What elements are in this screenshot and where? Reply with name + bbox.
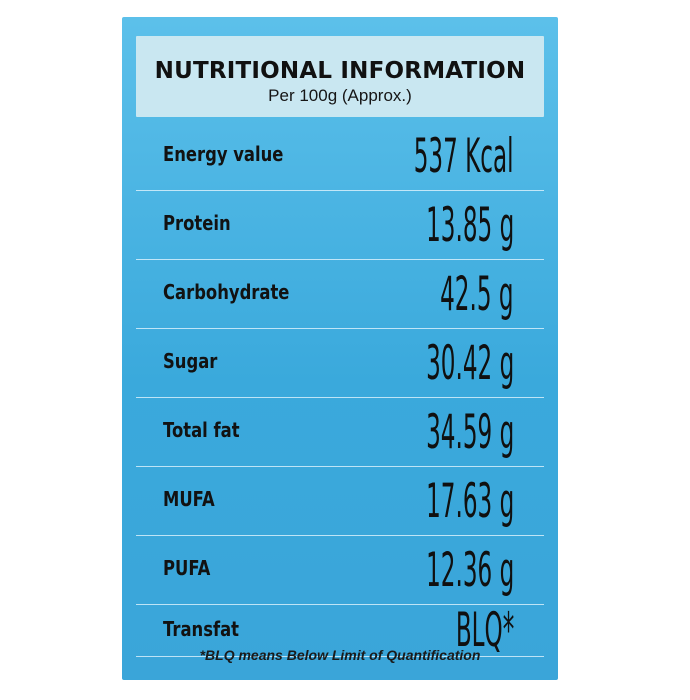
- nutrition-subtitle: Per 100g (Approx.): [268, 86, 412, 105]
- row-protein: Protein 13.85 g: [136, 191, 544, 260]
- nutrient-label: Protein: [163, 211, 231, 235]
- nutrition-table: Energy value 537 Kcal Protein 13.85 g Ca…: [136, 122, 544, 657]
- nutrient-value: 17.63 g: [425, 473, 514, 529]
- nutrition-label-panel: NUTRITIONAL INFORMATION Per 100g (Approx…: [122, 17, 558, 680]
- row-total-fat: Total fat 34.59 g: [136, 398, 544, 467]
- row-transfat: Transfat BLQ*: [136, 602, 544, 657]
- nutrient-value: 12.36 g: [425, 542, 514, 598]
- nutrient-value: 42.5 g: [440, 266, 514, 322]
- footnote: *BLQ means Below Limit of Quantification: [199, 647, 481, 663]
- nutrient-label: Sugar: [163, 349, 218, 373]
- nutrient-label: Total fat: [163, 418, 240, 442]
- row-energy: Energy value 537 Kcal: [136, 122, 544, 191]
- nutrient-value: 30.42 g: [425, 335, 514, 391]
- row-sugar: Sugar 30.42 g: [136, 329, 544, 398]
- row-pufa: PUFA 12.36 g: [136, 536, 544, 605]
- nutrient-label: Transfat: [163, 617, 240, 641]
- nutrient-label: Carbohydrate: [163, 280, 290, 304]
- nutrition-title: NUTRITIONAL INFORMATION: [154, 58, 526, 84]
- nutrition-header: NUTRITIONAL INFORMATION Per 100g (Approx…: [136, 36, 544, 117]
- nutrient-value: 537 Kcal: [414, 128, 514, 184]
- nutrient-value: 13.85 g: [425, 197, 514, 253]
- nutrient-value: 34.59 g: [425, 404, 514, 460]
- nutrient-label: MUFA: [163, 487, 215, 511]
- row-mufa: MUFA 17.63 g: [136, 467, 544, 536]
- nutrient-label: Energy value: [163, 142, 284, 166]
- nutrient-label: PUFA: [163, 556, 211, 580]
- row-carbohydrate: Carbohydrate 42.5 g: [136, 260, 544, 329]
- nutrient-value: BLQ*: [455, 602, 514, 658]
